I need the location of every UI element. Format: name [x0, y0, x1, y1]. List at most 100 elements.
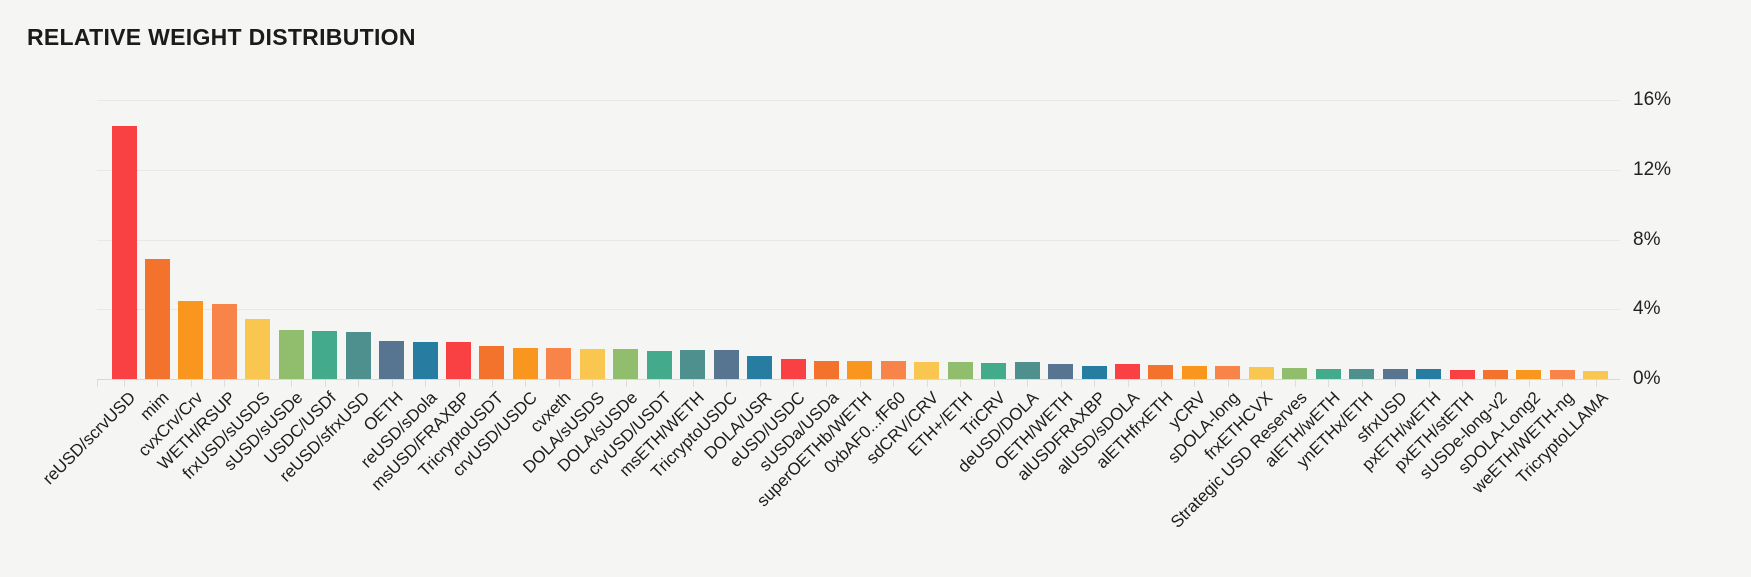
axis-tick — [1562, 380, 1564, 387]
bar[interactable] — [981, 363, 1007, 379]
bar[interactable] — [345, 331, 371, 379]
bar[interactable] — [1482, 370, 1508, 379]
bar[interactable] — [1416, 369, 1442, 379]
bar[interactable] — [1081, 365, 1107, 379]
bar[interactable] — [1048, 364, 1074, 379]
bar[interactable] — [211, 304, 237, 379]
bar[interactable] — [646, 351, 672, 379]
axis-tick — [826, 380, 828, 387]
axis-tick — [257, 380, 259, 387]
bar[interactable] — [1449, 370, 1475, 379]
axis-tick — [960, 380, 962, 387]
axis-tick — [1528, 380, 1530, 387]
axis-tick — [558, 380, 560, 387]
axis-tick — [625, 380, 627, 387]
axis-tick — [759, 380, 761, 387]
bar[interactable] — [1282, 367, 1308, 379]
axis-tick — [1160, 380, 1162, 387]
bar[interactable] — [1583, 371, 1609, 379]
bar[interactable] — [412, 342, 438, 379]
bar[interactable] — [1014, 362, 1040, 379]
bar[interactable] — [1248, 366, 1274, 379]
bar[interactable] — [446, 341, 471, 379]
axis-tick — [291, 380, 293, 387]
axis-tick — [190, 380, 192, 387]
axis-tick — [1060, 380, 1062, 387]
bar[interactable] — [245, 318, 271, 379]
axis-tick — [458, 380, 460, 387]
axis-tick — [1595, 380, 1597, 387]
axis-tick — [1361, 380, 1363, 387]
axis-tick — [659, 380, 661, 387]
bar[interactable] — [479, 345, 505, 379]
bar[interactable] — [880, 360, 906, 379]
bar[interactable] — [1115, 364, 1140, 379]
bar[interactable] — [379, 340, 405, 379]
axis-tick — [224, 380, 226, 387]
axis-tick — [1294, 380, 1296, 387]
axis-tick — [859, 380, 861, 387]
axis-tick — [97, 380, 98, 387]
axis-tick — [1328, 380, 1330, 387]
axis-tick — [793, 380, 794, 387]
axis-tick — [1495, 380, 1497, 387]
bar[interactable] — [579, 349, 605, 379]
gridline — [97, 309, 1620, 311]
bar[interactable] — [312, 331, 338, 379]
bar[interactable] — [144, 258, 170, 379]
bar[interactable] — [278, 330, 304, 379]
bar[interactable] — [847, 360, 873, 379]
bar[interactable] — [1315, 368, 1341, 379]
bar[interactable] — [1215, 365, 1241, 379]
axis-tick — [358, 380, 360, 387]
axis-tick — [391, 380, 393, 387]
bar[interactable] — [512, 348, 538, 379]
gridline — [97, 239, 1620, 241]
bar[interactable] — [1382, 369, 1408, 379]
axis-tick — [1261, 380, 1263, 387]
bar[interactable] — [1349, 368, 1375, 379]
bar[interactable] — [1516, 370, 1542, 379]
axis-tick — [893, 380, 895, 387]
y-axis-label: 0% — [1633, 368, 1661, 389]
y-axis-label: 8% — [1633, 228, 1661, 250]
y-axis-label: 12% — [1633, 158, 1672, 180]
bar[interactable] — [1549, 370, 1575, 379]
gridline — [97, 169, 1620, 171]
axis-tick — [1194, 380, 1196, 387]
axis-tick — [525, 380, 527, 387]
bar[interactable] — [747, 356, 773, 379]
bar[interactable] — [546, 348, 572, 379]
bar[interactable] — [178, 300, 204, 379]
bar[interactable] — [947, 361, 973, 379]
axis-tick — [124, 380, 125, 387]
axis-tick — [425, 380, 427, 387]
axis-tick — [1094, 380, 1096, 387]
gridline — [97, 100, 1620, 101]
axis-tick — [592, 380, 594, 387]
axis-tick — [1127, 380, 1129, 387]
axis-tick — [1428, 380, 1430, 387]
bar[interactable] — [914, 361, 940, 379]
bar[interactable] — [111, 126, 137, 379]
bar[interactable] — [613, 349, 639, 379]
axis-tick — [993, 380, 995, 387]
bar[interactable] — [680, 350, 706, 379]
x-axis-label: reUSD/scrvUSD — [39, 388, 140, 489]
bar[interactable] — [813, 360, 839, 379]
axis-tick — [692, 380, 694, 387]
chart-title: RELATIVE WEIGHT DISTRIBUTION — [27, 24, 416, 50]
bar[interactable] — [780, 358, 806, 379]
axis-tick — [1395, 380, 1397, 387]
bar[interactable] — [1181, 365, 1207, 379]
axis-tick — [1462, 380, 1463, 387]
bar[interactable] — [1148, 365, 1174, 379]
axis-tick — [157, 380, 159, 387]
y-axis-label: 16% — [1633, 89, 1672, 110]
axis-tick — [1027, 380, 1029, 387]
bar[interactable] — [713, 350, 739, 379]
axis-tick — [324, 380, 326, 387]
axis-tick — [1227, 380, 1229, 387]
